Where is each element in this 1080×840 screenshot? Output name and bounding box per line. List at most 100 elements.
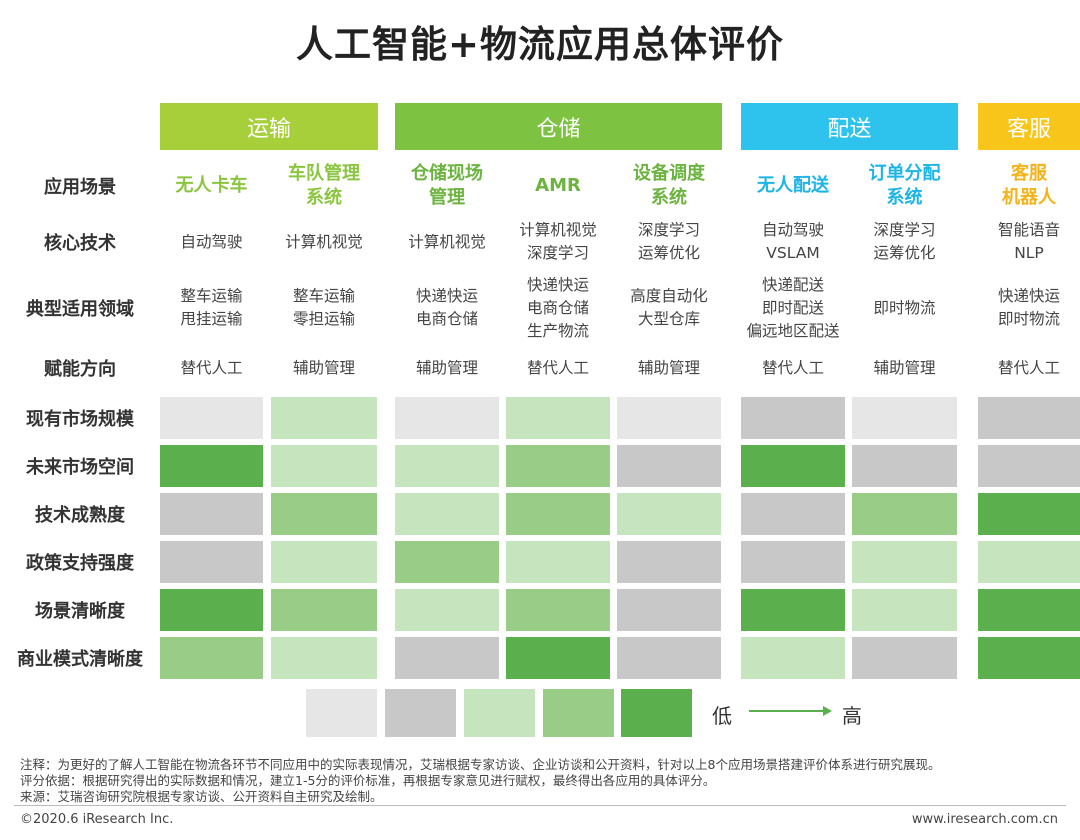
typical-domain: 快递快运 电商仓储 [389, 272, 505, 344]
typical-domain: 快递快运电商仓储生产物流 [500, 272, 616, 344]
heatmap-cell [741, 445, 845, 487]
row-label-tech: 核心技术 [44, 233, 116, 254]
heatmap-row-label: 场景清晰度 [35, 601, 125, 622]
typical-domain: 即时物流 [846, 272, 963, 344]
text-line: 订单分配 [868, 163, 941, 184]
heatmap-cell [271, 589, 377, 631]
text-line: 电商仓储 [526, 298, 589, 317]
scenario-name: 设备调度 系统 [617, 158, 721, 214]
heatmap-cell [617, 637, 721, 679]
heatmap-cell [506, 493, 610, 535]
scenario-name: 仓储现场 管理 [395, 158, 499, 214]
footer-divider [14, 805, 1066, 806]
legend-swatch [464, 689, 535, 737]
text-line: 智能语音 [997, 221, 1060, 239]
text-line: 大型仓库 [637, 310, 700, 328]
heatmap-cell [852, 541, 957, 583]
core-tech: 自动驾驶 VSLAM [741, 214, 845, 270]
core-tech: 自动驾驶 [160, 214, 263, 270]
heatmap-cell [852, 637, 957, 679]
note-line: 注释：为更好的了解人工智能在物流各环节不同应用中的实际表现情况，艾瑞根据专家访谈… [20, 757, 941, 772]
text-line: AMR [535, 175, 581, 196]
core-tech: 深度学习 运筹优化 [617, 214, 721, 270]
enable-direction: 替代人工 [180, 358, 243, 377]
text-line: 计算机视觉 [408, 232, 486, 251]
text-line: 偏远地区配送 [746, 321, 840, 340]
legend-swatch [385, 689, 456, 737]
text-line: 自动驾驶 [180, 232, 243, 251]
enable-direction: 替代人工 [997, 358, 1060, 377]
heatmap-cell [617, 493, 721, 535]
text-line: 深度学习 [873, 221, 936, 239]
heatmap-cell [978, 397, 1080, 439]
scenario-name: 客服 机器人 [978, 158, 1080, 214]
text-line: 甩挂运输 [180, 310, 243, 328]
text-line: 即时物流 [873, 298, 936, 317]
scenario-name: 无人卡车 [160, 158, 263, 214]
heatmap-cell [741, 493, 845, 535]
row-label-scenario: 应用场景 [44, 177, 116, 198]
text-line: 整车运输 [292, 287, 355, 305]
heatmap-row-label: 未来市场空间 [26, 457, 134, 478]
heatmap-cell [852, 589, 957, 631]
scenario-name: 订单分配 系统 [852, 158, 957, 214]
heatmap-cell [271, 637, 377, 679]
heatmap-cell [617, 445, 721, 487]
enable-direction: 替代人工 [761, 358, 824, 377]
heatmap-cell [741, 397, 845, 439]
text-line: 客服 [1011, 163, 1047, 184]
text-line: 系统 [651, 187, 687, 208]
text-line: 无人卡车 [175, 175, 248, 196]
enable-direction: 辅助管理 [292, 358, 355, 377]
text-line: 即时配送 [761, 298, 824, 317]
text-line: 即时物流 [997, 310, 1060, 328]
text-line: 车队管理 [288, 163, 360, 184]
legend-high-label: 高 [842, 704, 862, 728]
text-line: 电商仓储 [415, 310, 478, 328]
heatmap-cell [978, 445, 1080, 487]
text-line: 运筹优化 [637, 244, 700, 262]
typical-domain: 整车运输 甩挂运输 [154, 272, 269, 344]
typical-domain: 高度自动化 大型仓库 [611, 272, 727, 344]
text-line: 管理 [429, 187, 465, 208]
core-tech: 计算机视觉 [271, 214, 377, 270]
heatmap-cell [395, 541, 499, 583]
site-url: www.iresearch.com.cn [911, 812, 1058, 827]
heatmap-cell [978, 637, 1080, 679]
heatmap-cell [395, 397, 499, 439]
heatmap-cell [978, 541, 1080, 583]
copyright: ©2020.6 iResearch Inc. [20, 812, 174, 827]
heatmap-cell [506, 397, 610, 439]
heatmap-cell [506, 541, 610, 583]
group-header: 客服 [978, 103, 1080, 150]
row-label-domain: 典型适用领域 [26, 299, 134, 320]
text-line: 系统 [886, 187, 923, 208]
typical-domain: 快递快运 即时物流 [972, 272, 1080, 344]
text-line: 快递快运 [526, 275, 589, 294]
heatmap-cell [395, 493, 499, 535]
heatmap-cell [160, 589, 263, 631]
text-line: 计算机视觉 [519, 221, 597, 239]
heatmap-cell [741, 637, 845, 679]
text-line: 机器人 [1002, 187, 1056, 208]
typical-domain: 整车运输 零担运输 [265, 272, 383, 344]
heatmap-cell [395, 445, 499, 487]
text-line: 生产物流 [526, 321, 589, 340]
heatmap-cell [271, 541, 377, 583]
legend-swatch [543, 689, 614, 737]
heatmap-row-label: 政策支持强度 [26, 553, 134, 574]
enable-direction: 辅助管理 [873, 358, 936, 377]
heatmap-cell [395, 589, 499, 631]
heatmap-cell [852, 445, 957, 487]
scenario-name: 无人配送 [741, 158, 845, 214]
text-line: 整车运输 [180, 287, 243, 305]
group-header: 仓储 [395, 103, 722, 150]
core-tech: 计算机视觉 [395, 214, 499, 270]
heatmap-cell [160, 445, 263, 487]
legend-low-label: 低 [712, 704, 732, 728]
text-line: 快递快运 [415, 287, 478, 305]
core-tech: 智能语音 NLP [978, 214, 1080, 270]
text-line: 运筹优化 [873, 244, 936, 262]
heatmap-row-label: 现有市场规模 [26, 409, 134, 430]
text-line: NLP [1014, 244, 1044, 262]
